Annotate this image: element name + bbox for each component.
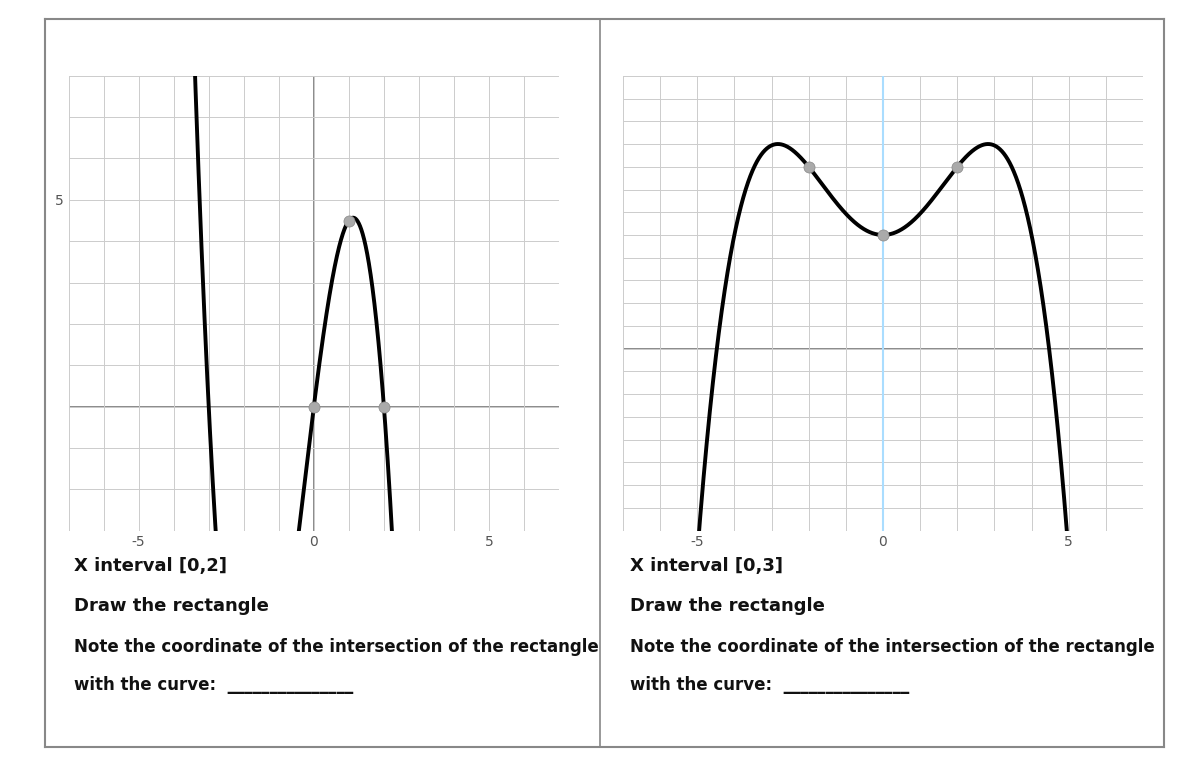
- Text: Draw the rectangle: Draw the rectangle: [630, 597, 825, 615]
- Text: with the curve:  _______________: with the curve: _______________: [630, 676, 909, 694]
- Text: with the curve:  _______________: with the curve: _______________: [74, 676, 353, 694]
- Text: X interval [0,3]: X interval [0,3]: [630, 557, 782, 575]
- Text: X interval [0,2]: X interval [0,2]: [74, 557, 227, 575]
- Text: Note the coordinate of the intersection of the rectangle: Note the coordinate of the intersection …: [74, 638, 599, 656]
- Text: Note the coordinate of the intersection of the rectangle: Note the coordinate of the intersection …: [630, 638, 1155, 656]
- Text: Draw the rectangle: Draw the rectangle: [74, 597, 269, 615]
